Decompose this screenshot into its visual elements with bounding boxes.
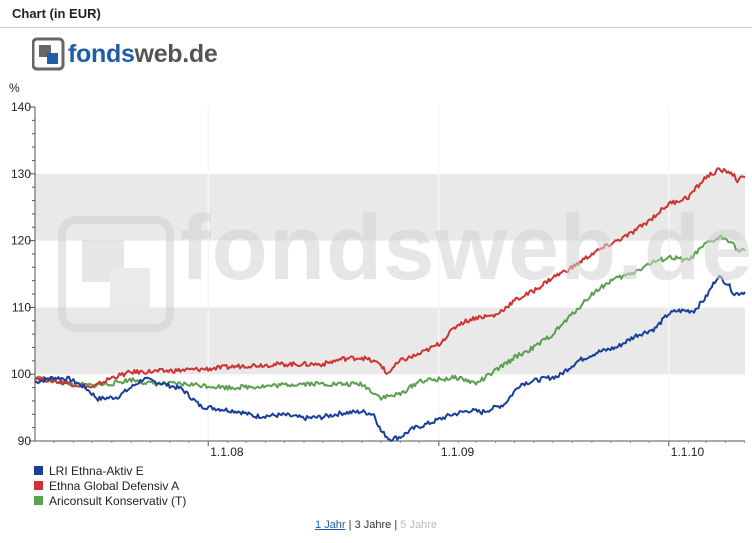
series-line-1 [34, 275, 746, 442]
y-tick-label: 140 [11, 100, 31, 114]
chart-series [34, 167, 746, 442]
series-line-3 [34, 234, 746, 401]
y-tick-label: 130 [11, 167, 31, 181]
legend-swatch [34, 481, 43, 490]
legend-item: Ariconsult Konservativ (T) [34, 493, 186, 508]
logo-text: fondsweb.de [68, 40, 218, 69]
logo-text-part1: fonds [68, 40, 135, 68]
x-tick-label: 1.1.08 [210, 445, 244, 459]
y-tick-label: 100 [11, 367, 31, 381]
title-divider [0, 27, 752, 28]
legend-label: LRI Ethna-Aktiv E [49, 463, 144, 478]
chart-legend: LRI Ethna-Aktiv E Ethna Global Defensiv A… [34, 463, 186, 508]
y-tick-label: 110 [12, 300, 31, 314]
legend-swatch [34, 496, 43, 505]
range-1-year-link[interactable]: 1 Jahr [315, 519, 346, 531]
x-tick-label: 1.1.10 [671, 445, 705, 459]
y-tick-label: 120 [11, 234, 31, 248]
grid-band [35, 107, 745, 174]
time-range-nav: 1 Jahr | 3 Jahre | 5 Jahre [0, 519, 752, 531]
range-5-years-link: 5 Jahre [400, 519, 437, 531]
watermark-logo-icon [58, 216, 174, 332]
line-chart: 90 100 110 120 130 140% 1.1.08 1.1.09 1.1.10 [9, 81, 746, 459]
series-line-2 [34, 167, 746, 390]
legend-item: LRI Ethna-Aktiv E [34, 463, 186, 478]
range-separator: | [391, 519, 401, 531]
range-3-years-link[interactable]: 3 Jahre [354, 519, 392, 531]
legend-label: Ariconsult Konservativ (T) [49, 493, 187, 508]
x-tick-label: 1.1.09 [441, 445, 475, 459]
legend-swatch [34, 466, 43, 475]
grid-band [35, 173, 745, 241]
legend-item: Ethna Global Defensiv A [34, 478, 186, 493]
section-title: Chart (in EUR) [12, 6, 101, 21]
fondsweb-logo [32, 37, 65, 71]
legend-label: Ethna Global Defensiv A [49, 478, 180, 493]
y-axis-label: % [9, 81, 20, 95]
range-separator: | [345, 519, 355, 531]
grid-band [35, 374, 745, 441]
watermark-text: fondsweb.de [180, 197, 752, 299]
logo-text-part2: web.de [134, 40, 218, 68]
y-tick-label: 90 [18, 434, 32, 448]
